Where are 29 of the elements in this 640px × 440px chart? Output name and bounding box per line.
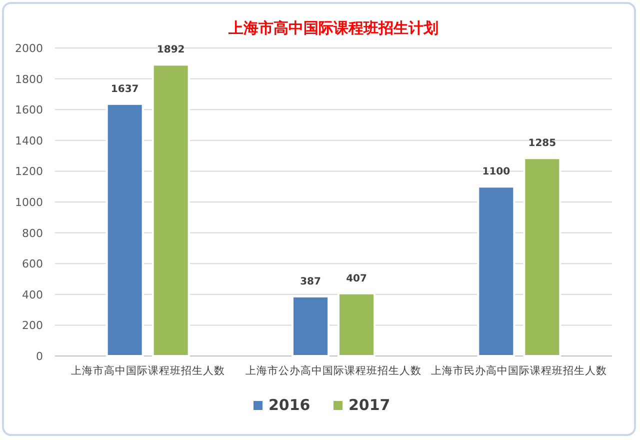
- data-label: 387: [300, 276, 321, 288]
- y-tick-label: 800: [22, 226, 43, 240]
- y-tick-label: 1000: [15, 196, 43, 209]
- y-tick-label: 1600: [15, 104, 43, 117]
- legend-label: 2016: [268, 396, 310, 414]
- data-label: 1637: [110, 84, 139, 95]
- y-tick-label: 2000: [15, 42, 43, 55]
- y-tick-label: 400: [22, 288, 43, 302]
- data-label: 1892: [156, 44, 185, 56]
- x-tick-label: 上海市公办高中国际课程班招生人数: [246, 364, 422, 377]
- y-tick-label: 600: [22, 258, 43, 271]
- data-label: 407: [346, 273, 367, 284]
- y-tick-label: 0: [36, 350, 43, 363]
- y-tick-label: 1400: [15, 134, 43, 148]
- y-tick-label: 1800: [15, 72, 43, 86]
- y-tick-label: 1200: [15, 165, 43, 178]
- data-label: 1100: [482, 166, 510, 178]
- chart-title: 上海市高中国际课程班招生计划: [228, 19, 438, 37]
- legend-label: 2017: [348, 396, 390, 414]
- bar: [292, 295, 330, 357]
- x-tick-label: 上海市高中国际课程班招生人数: [70, 364, 225, 377]
- data-label: 1285: [528, 138, 556, 150]
- bar: [152, 64, 190, 357]
- y-tick-label: 200: [22, 319, 43, 332]
- bar: [106, 102, 144, 357]
- bar: [338, 292, 376, 357]
- x-tick-label: 上海市民办高中国际课程班招生人数: [431, 364, 608, 377]
- bar: [477, 186, 516, 357]
- bar: [523, 157, 562, 357]
